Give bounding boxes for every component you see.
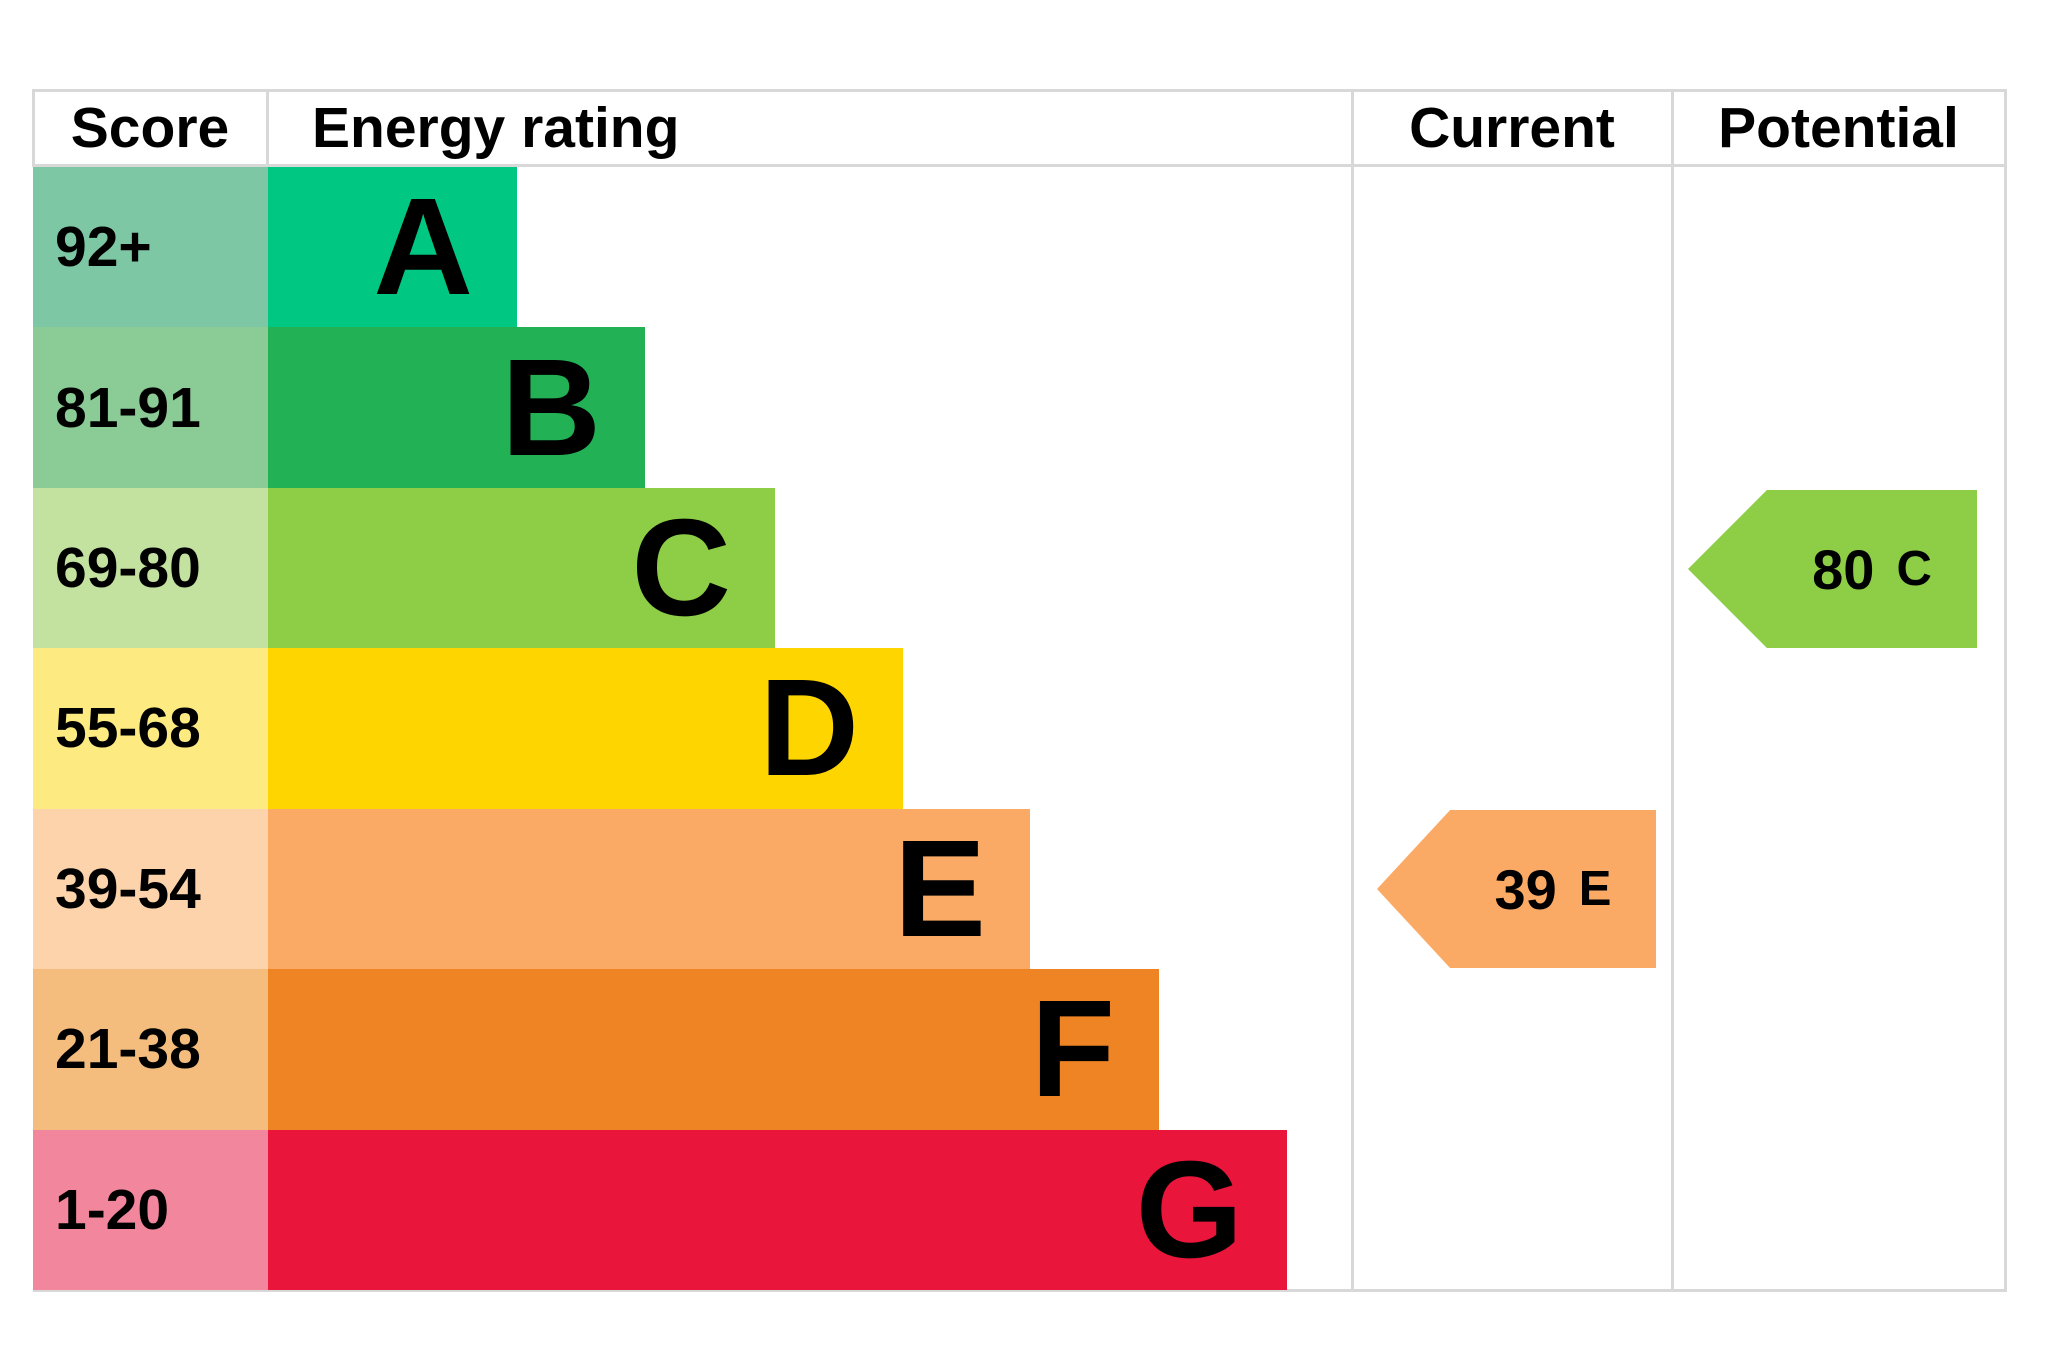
- score-range-a: 92+: [33, 167, 268, 328]
- score-range-c: 69-80: [33, 487, 268, 649]
- band-row-b: 81-91 B: [33, 327, 2007, 488]
- score-column-header: Score: [70, 95, 230, 160]
- band-row-f: 21-38 F: [33, 969, 2007, 1130]
- header-left-border: [32, 89, 35, 167]
- band-row-e: 39-54 E: [33, 808, 2007, 970]
- rating-bar-b: B: [268, 327, 645, 488]
- potential-rating-score: 80: [1812, 537, 1875, 601]
- potential-rating-band: C: [1896, 542, 1932, 596]
- current-rating-score: 39: [1494, 857, 1557, 921]
- table-bottom-border: [33, 1289, 2007, 1292]
- band-row-g: 1-20 G: [33, 1129, 2007, 1290]
- score-range-g: 1-20: [33, 1129, 268, 1290]
- potential-column-divider: [1671, 89, 1674, 1292]
- score-range-d: 55-68: [33, 648, 268, 809]
- band-row-a: 92+ A: [33, 167, 2007, 328]
- current-column-divider: [1351, 89, 1354, 1292]
- rating-bar-c: C: [268, 487, 775, 649]
- rating-bar-d: D: [268, 648, 903, 809]
- current-rating-band: E: [1578, 862, 1612, 916]
- energy-rating-column-header: Energy rating: [312, 95, 680, 160]
- header-bottom-border: [33, 164, 2007, 167]
- rating-bands: 92+ A 81-91 B 69-80 C 55-68 D 39-54 E 21…: [33, 167, 2007, 1290]
- table-top-border: [33, 89, 2007, 92]
- band-row-c: 69-80 C: [33, 487, 2007, 649]
- rating-bar-f: F: [268, 969, 1159, 1130]
- score-range-e: 39-54: [33, 808, 268, 970]
- potential-column-header: Potential: [1718, 95, 1959, 160]
- score-range-b: 81-91: [33, 327, 268, 488]
- score-range-f: 21-38: [33, 969, 268, 1130]
- current-column-header: Current: [1409, 95, 1615, 160]
- rating-bar-g: G: [268, 1129, 1287, 1290]
- rating-bar-e: E: [268, 808, 1030, 970]
- table-right-border: [2004, 89, 2007, 1292]
- band-row-d: 55-68 D: [33, 648, 2007, 809]
- rating-bar-a: A: [268, 167, 517, 328]
- score-column-divider: [266, 89, 269, 167]
